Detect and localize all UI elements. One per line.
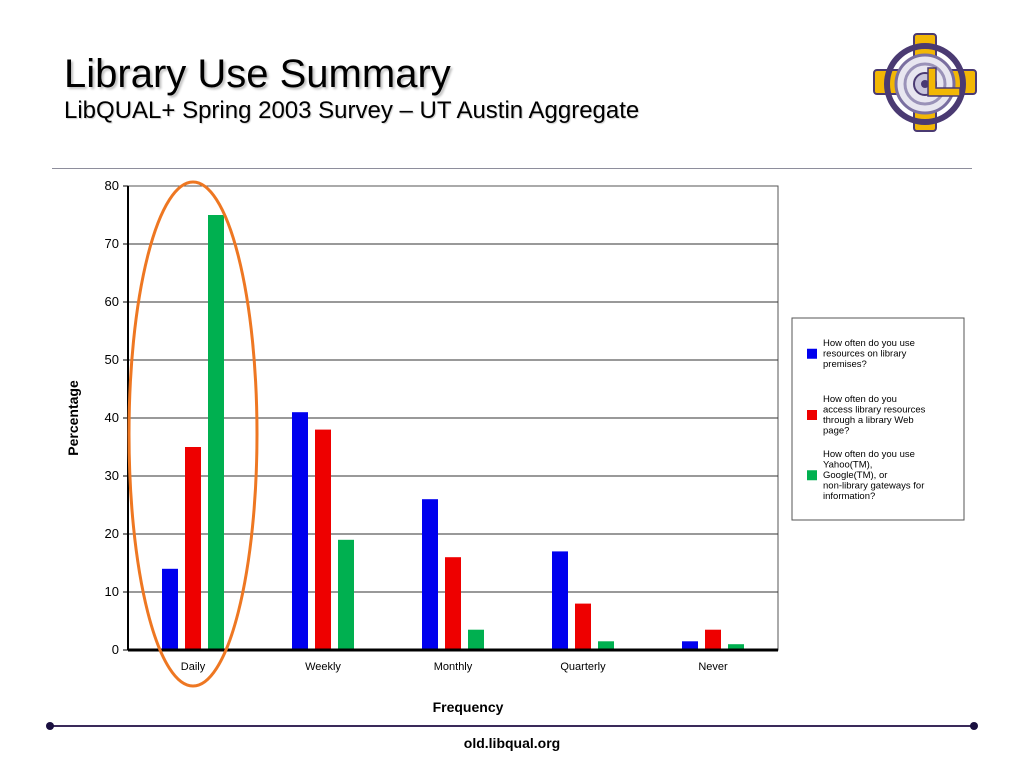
legend-swatch-1 [807, 348, 817, 359]
y-tick-label: 10 [105, 584, 119, 599]
x-tick-label: Weekly [305, 661, 341, 673]
bar-never-series-2 [705, 629, 721, 650]
x-tick-label: Monthly [434, 661, 473, 673]
legend-label-line: page? [823, 426, 849, 437]
bar-monthly-series-1 [422, 499, 438, 650]
x-tick-label: Daily [181, 661, 206, 673]
bar-quarterly-series-2 [575, 603, 591, 650]
x-axis-title: Frequency [433, 699, 504, 715]
legend-swatch-3 [807, 470, 817, 481]
bar-weekly-series-3 [338, 539, 354, 650]
y-tick-label: 20 [105, 526, 119, 541]
x-tick-label: Quarterly [560, 661, 606, 673]
bar-quarterly-series-1 [552, 551, 568, 650]
axis-labels: 0 10 20 30 40 50 60 70 80 Daily Weekly Monthly Quart… [65, 178, 728, 715]
legend-label-line: non-library gateways for [823, 481, 924, 492]
y-tick-label: 70 [105, 236, 119, 251]
x-tick-label: Never [698, 661, 728, 673]
logo-rings [884, 43, 966, 125]
slide-title: Library Use Summary [64, 52, 451, 96]
legend-label-1: How often do you use resources on library… [823, 338, 915, 370]
bar-quarterly-series-3 [598, 641, 614, 650]
y-tick-label: 80 [105, 178, 119, 193]
footer-left-dot [46, 722, 54, 730]
bar-weekly-series-1 [292, 412, 308, 650]
bar-weekly-series-2 [315, 429, 331, 650]
y-tick-label: 0 [112, 642, 119, 657]
slide-subtitle: LibQUAL+ Spring 2003 Survey – UT Austin … [64, 97, 640, 124]
bar-never-series-1 [682, 641, 698, 650]
y-tick-label: 60 [105, 294, 119, 309]
footer-divider [50, 725, 974, 727]
bar-daily-series-2 [185, 447, 201, 650]
bar-never-series-3 [728, 644, 744, 650]
highlight-annotation [127, 180, 259, 688]
legend-label-line: through a library Web [823, 415, 914, 426]
logo-l-shape [927, 67, 961, 97]
footer-url: old.libqual.org [463, 735, 561, 751]
highlight-ellipse [127, 180, 259, 688]
bar-daily-series-1 [162, 568, 178, 650]
legend-label-line: How often do you [823, 394, 897, 405]
legend-label-line: access library resources [823, 405, 926, 416]
legend-label-3: How often do you use Yahoo(TM), Google(TM)… [823, 449, 924, 502]
bar-daily-series-3 [208, 215, 224, 650]
legend-label-2: How often do you access library resources… [823, 394, 926, 437]
legend-label-line: premises? [823, 359, 867, 370]
legend-label-line: information? [823, 491, 875, 502]
legend-label-line: How often do you use [823, 449, 915, 460]
y-tick-label: 30 [105, 468, 119, 483]
libqual-logo-icon [873, 33, 977, 132]
y-tick-label: 40 [105, 410, 119, 425]
legend-box [791, 317, 965, 521]
legend-label-line: Google(TM), or [823, 470, 887, 481]
legend-swatch-2 [807, 410, 817, 420]
y-axis-title: Percentage [65, 380, 81, 456]
bar-monthly-series-3 [468, 629, 484, 650]
legend-label-line: Yahoo(TM), [823, 460, 872, 471]
bar-monthly-series-2 [445, 557, 461, 650]
footer-right-dot [970, 722, 978, 730]
y-tick-label: 50 [105, 352, 119, 367]
legend-label-line: resources on library [823, 349, 907, 360]
legend: How often do you use resources on library… [791, 317, 965, 521]
title-divider [52, 168, 972, 169]
bars [162, 215, 744, 650]
legend-label-line: How often do you use [823, 338, 915, 349]
